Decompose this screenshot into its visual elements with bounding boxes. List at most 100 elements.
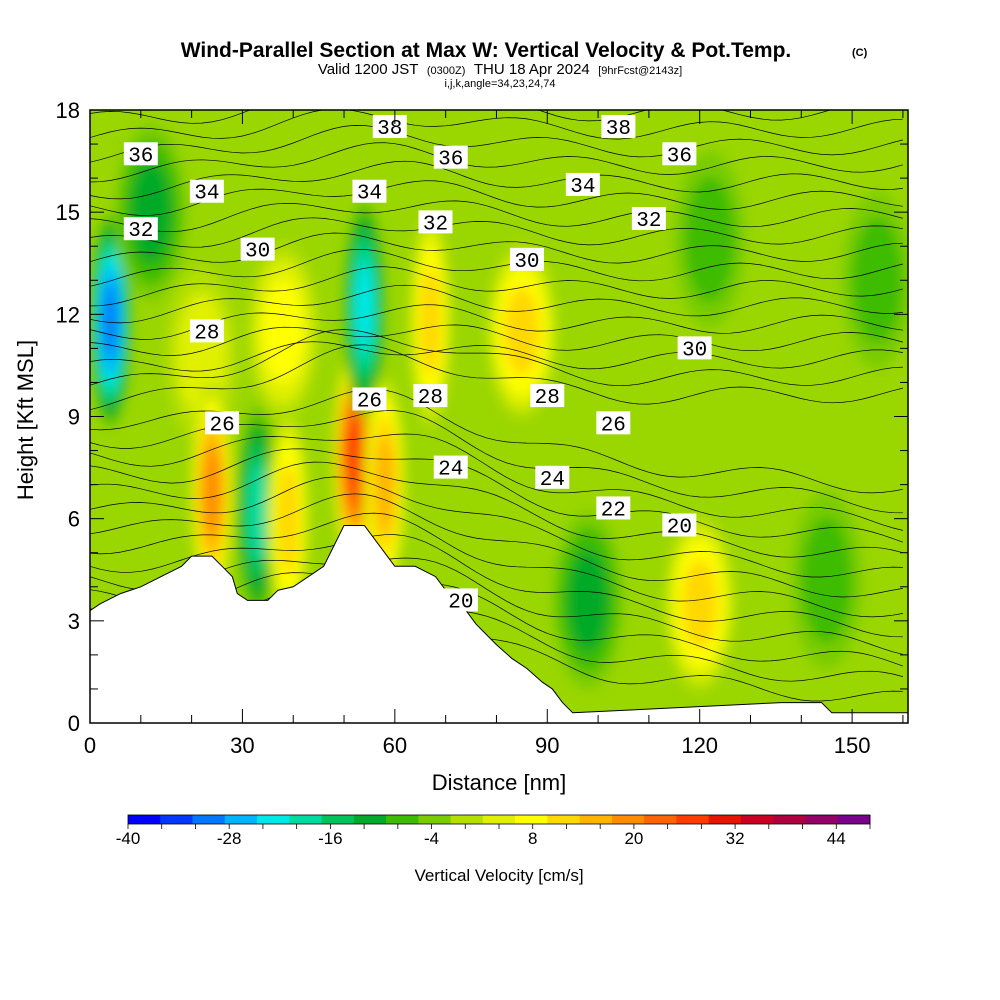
theta-contour-line [90,110,903,140]
colorbar-label: Vertical Velocity [cm/s] [414,866,583,885]
colorbar-swatch [547,815,581,824]
svg-text:26: 26 [601,414,626,437]
velocity-core-3-level-5 [203,446,221,536]
colorbar-swatch [128,815,161,824]
x-tick-label: 90 [535,733,559,758]
theta-contour-line [90,557,903,655]
svg-text:36: 36 [128,145,153,168]
colorbar-tick-label: 32 [726,829,745,848]
svg-text:34: 34 [357,183,382,206]
svg-text:36: 36 [438,149,463,172]
colorbar-swatch [321,815,355,824]
x-tick-label: 60 [383,733,407,758]
theta-contour-line [90,329,903,387]
colorbar-tick-label: -40 [116,829,141,848]
velocity-core-14-level-1 [684,176,735,303]
theta-label: 34 [352,179,387,206]
theta-contour-line [90,200,903,233]
colorbar-swatch [418,815,452,824]
svg-text:34: 34 [194,183,219,206]
svg-text:36: 36 [667,145,692,168]
y-axis-label: Height [Kft MSL] [13,340,38,500]
theta-contour-line [90,461,903,558]
velocity-core-10-level-3 [419,266,442,376]
plot-area: 36 34 32 30 28 26 38 34 36 32 26 28 30 24 20 28 24 34 38 26… [90,110,908,723]
y-tick-label: 0 [68,711,80,736]
theta-contour-line [90,266,903,307]
theta-label: 22 [596,496,631,522]
theta-label: 30 [240,237,275,264]
theta-contour-line [90,304,903,340]
valid-date: THU 18 Apr 2024 [474,61,590,78]
velocity-core-12-level-2 [567,549,609,652]
svg-text:34: 34 [570,176,595,199]
svg-text:32: 32 [636,210,661,233]
colorbar-swatch [611,815,645,824]
theta-contour-line [90,142,903,183]
theta-label: 24 [535,465,570,492]
theta-label: 28 [189,319,224,345]
colorbar-swatch [289,815,323,824]
x-tick-label: 120 [681,733,718,758]
velocity-core-6-level-3 [277,464,299,574]
svg-text:30: 30 [514,251,539,274]
theta-contour-line [90,534,903,638]
copyright-mark: (C) [852,47,868,59]
theta-label: 32 [631,206,666,233]
theta-contour-line [90,493,903,598]
svg-text:24: 24 [540,469,565,492]
forecast-info: [9hrFcst@2143z] [598,65,682,77]
theta-contour-line [90,344,903,411]
theta-label: 28 [413,384,448,410]
valid-time-line: Valid 1200 JST (0300Z) THU 18 Apr 2024 [… [318,61,682,78]
grid-indices: i,j,k,angle=34,23,24,74 [444,78,555,90]
theta-label: 32 [123,217,158,243]
y-tick-label: 15 [56,200,80,225]
colorbar-swatch [482,815,516,824]
y-tick-label: 12 [56,302,80,327]
colorbar-swatch [805,815,839,824]
theta-contour-line [90,512,903,618]
colorbar-swatch [644,815,677,824]
x-tick-label: 150 [834,733,871,758]
y-tick-label: 6 [68,507,80,532]
colorbar-tick-label: -28 [217,829,242,848]
svg-text:26: 26 [357,390,382,413]
valid-utc: (0300Z) [427,65,466,77]
theta-contour-line [90,341,903,372]
colorbar-swatch [515,815,548,824]
colorbar-swatch [837,815,871,824]
velocity-core-9-level-4 [375,435,395,534]
velocity-core-0-level-7 [102,282,118,360]
colorbar-swatch [676,815,710,824]
svg-text:20: 20 [667,516,692,539]
theta-label: 28 [530,384,565,410]
x-axis-label: Distance [nm] [432,770,567,795]
colorbar-frame [127,814,871,825]
theta-contour-line [90,433,903,531]
svg-text:38: 38 [606,118,631,141]
colorbar-tick-label: 44 [827,829,846,848]
svg-text:22: 22 [601,499,626,522]
theta-label: 32 [418,210,453,236]
theta-label: 26 [205,411,240,437]
y-tick-label: 18 [56,98,80,123]
colorbar-swatch [224,815,258,824]
theta-label: 30 [677,336,712,362]
colorbar-swatch [708,815,742,824]
theta-label: 36 [123,142,158,168]
svg-text:30: 30 [245,241,270,264]
theta-label: 24 [433,455,468,482]
svg-text:30: 30 [682,339,707,362]
theta-contour-line [90,217,903,248]
x-axis-ticks: 0 30 60 90 120 150 [84,110,904,758]
velocity-core-11-level-3 [504,287,540,376]
velocity-core-8-level-5 [355,263,374,353]
theta-label: 34 [189,179,224,206]
colorbar-swatch [450,815,484,824]
y-tick-label: 3 [68,609,80,634]
colorbar-swatch [579,815,613,824]
theta-contour-line [90,448,904,543]
theta-contour-line [90,324,903,356]
